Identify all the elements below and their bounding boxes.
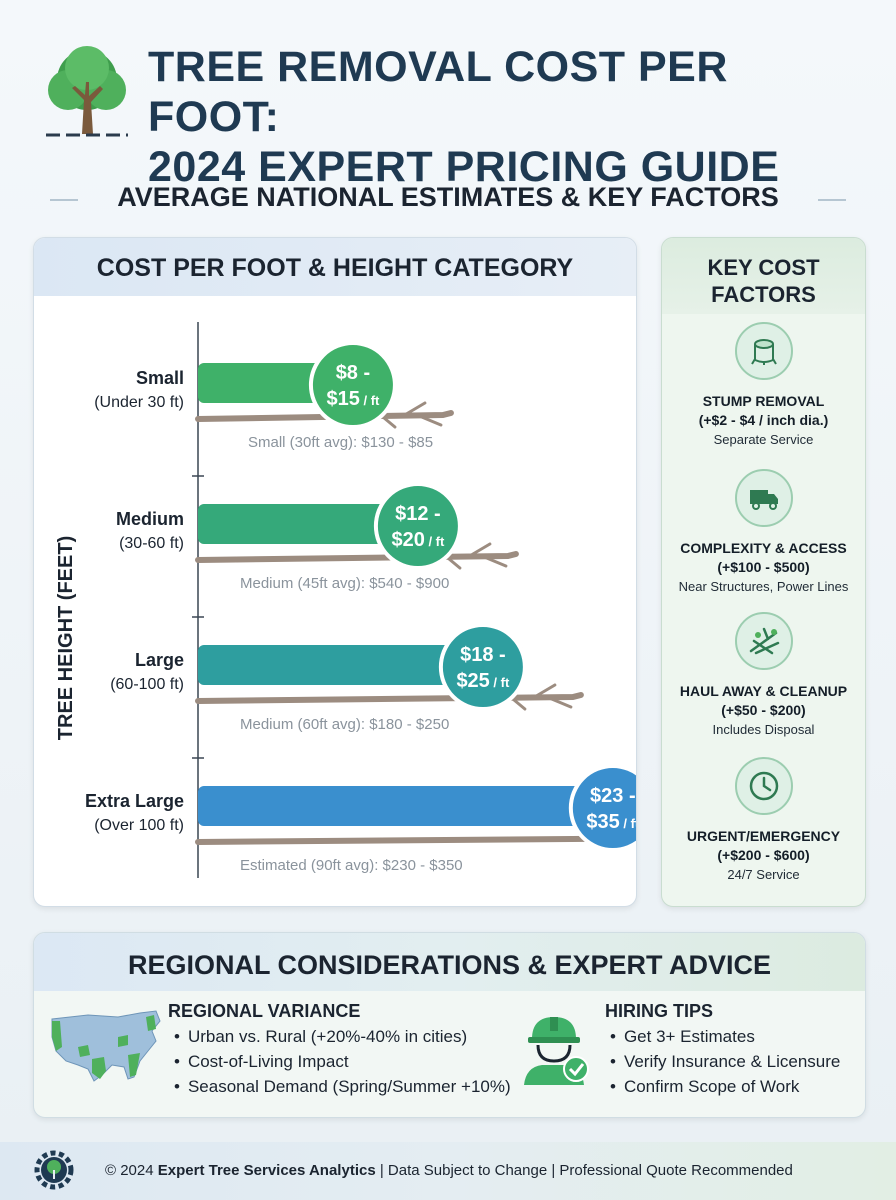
truck-icon: [734, 469, 793, 527]
hiring-tips-list: Get 3+ Estimates Verify Insurance & Lice…: [610, 1024, 840, 1099]
factor-name: HAUL AWAY & CLEANUP: [679, 683, 848, 699]
factor-complexity-access: COMPLEXITY & ACCESS (+$100 - $500) Near …: [662, 469, 865, 594]
tree-logo-icon: [46, 46, 128, 137]
factor-cost: (+$50 - $200): [721, 702, 806, 718]
value-badge: [373, 482, 462, 570]
factor-name: COMPLEXITY & ACCESS: [680, 540, 847, 556]
chart-panel: COST PER FOOT & HEIGHT CATEGORY TREE HEI…: [33, 237, 637, 907]
value-badge: [308, 341, 397, 429]
branch-decoration: [195, 551, 519, 563]
estimate-caption: Medium (60ft avg): $180 - $250: [240, 716, 449, 733]
footer-text: © 2024 Expert Tree Services Analytics | …: [105, 1162, 793, 1179]
value-label-bottom: $25 / ft: [456, 670, 510, 692]
category-range-label: (30-60 ft): [119, 535, 184, 552]
footer-prefix: © 2024: [105, 1162, 158, 1179]
category-label: Small: [136, 368, 184, 388]
branch-decoration: [195, 410, 454, 422]
regional-title: REGIONAL CONSIDERATIONS & EXPERT ADVICE: [127, 950, 772, 980]
value-unit: / ft: [425, 534, 445, 549]
footer-suffix: | Data Subject to Change | Professional …: [375, 1162, 793, 1179]
branch-twigs: [446, 542, 508, 570]
value-badge: [438, 623, 527, 711]
factor-cost: (+$200 - $600): [717, 847, 810, 863]
worker-hardhat-icon: [524, 1017, 589, 1085]
value-label-top: $18 -: [460, 644, 506, 666]
chart-header: [34, 238, 636, 296]
factors-title: KEY COST FACTORS: [707, 255, 820, 307]
page-title: TREE REMOVAL COST PER FOOT: 2024 EXPERT …: [148, 42, 868, 192]
bar: [198, 786, 636, 826]
factor-note: Includes Disposal: [712, 722, 815, 737]
value-label-bottom: $15 / ft: [326, 388, 380, 410]
list-item: Cost-of-Living Impact: [174, 1049, 511, 1074]
branch-decoration: [195, 835, 636, 845]
clock-icon: [734, 757, 793, 815]
list-item: Seasonal Demand (Spring/Summer +10%): [174, 1074, 511, 1099]
value-unit: / ft: [620, 816, 636, 831]
y-axis-label: TREE HEIGHT (FEET): [55, 536, 77, 740]
factor-name: URGENT/EMERGENCY: [686, 828, 841, 844]
value-label-bottom: $35 / ft: [586, 811, 636, 833]
stump-icon: [734, 322, 793, 380]
category-range-label: (Over 100 ft): [94, 817, 184, 834]
list-item: Get 3+ Estimates: [610, 1024, 840, 1049]
factor-name: STUMP REMOVAL: [702, 393, 825, 409]
category-label: Large: [135, 650, 184, 670]
category-range-label: (60-100 ft): [110, 676, 184, 693]
value-label-top: $8 -: [336, 362, 370, 384]
value-badge: [568, 764, 636, 852]
list-item: Confirm Scope of Work: [610, 1074, 840, 1099]
value-label-top: $12 -: [395, 503, 441, 525]
branch-twigs: [381, 401, 443, 429]
title-line-1: TREE REMOVAL COST PER FOOT:: [148, 43, 728, 141]
category-label: Extra Large: [85, 791, 184, 811]
footer-brand: Expert Tree Services Analytics: [157, 1162, 376, 1179]
factors-header: [662, 238, 865, 314]
divider-left: [50, 199, 78, 201]
usa-map-icon: [51, 1010, 161, 1082]
regional-panel: REGIONAL CONSIDERATIONS & EXPERT ADVICE …: [33, 932, 866, 1118]
list-item: Verify Insurance & Licensure: [610, 1049, 840, 1074]
list-item: Urban vs. Rural (+20%-40% in cities): [174, 1024, 511, 1049]
category-range-label: (Under 30 ft): [94, 394, 184, 411]
factor-stump-removal: STUMP REMOVAL (+$2 - $4 / inch dia.) Sep…: [662, 322, 865, 447]
branches-icon: [734, 612, 793, 670]
divider-right: [818, 199, 846, 201]
factor-cost: (+$100 - $500): [717, 559, 810, 575]
factor-urgent-emergency: URGENT/EMERGENCY (+$200 - $600) 24/7 Ser…: [662, 757, 865, 882]
estimate-caption: Medium (45ft avg): $540 - $900: [240, 575, 449, 592]
branch-twigs: [511, 683, 573, 711]
factor-haul-away: HAUL AWAY & CLEANUP (+$50 - $200) Includ…: [662, 612, 865, 737]
title-line-2: 2024 EXPERT PRICING GUIDE: [148, 143, 780, 191]
factor-cost: (+$2 - $4 / inch dia.): [698, 412, 829, 428]
value-label-bottom: $20 / ft: [391, 529, 445, 551]
hiring-tips-title: HIRING TIPS: [605, 1001, 714, 1021]
regional-variance-title: REGIONAL VARIANCE: [168, 1001, 361, 1021]
estimate-caption: Small (30ft avg): $130 - $85: [248, 434, 433, 451]
branch-decoration: [195, 692, 584, 704]
factor-note: 24/7 Service: [727, 867, 800, 882]
factors-panel: KEY COST FACTORS STUMP REMOVAL (+$2 - $4…: [661, 237, 866, 907]
regional-header: [34, 933, 865, 991]
value-label-top: $23 -: [590, 785, 636, 807]
regional-variance-list: Urban vs. Rural (+20%-40% in cities) Cos…: [174, 1024, 511, 1099]
estimate-caption: Estimated (90ft avg): $230 - $350: [240, 857, 463, 874]
cost-chart: TREE HEIGHT (FEET) Small (Under 30 ft) $8 -…: [55, 322, 636, 878]
page-subtitle: AVERAGE NATIONAL ESTIMATES & KEY FACTORS: [117, 182, 779, 212]
factor-note: Near Structures, Power Lines: [678, 579, 849, 594]
footer-bar: [0, 1142, 896, 1200]
gear-tree-logo-icon: [34, 1150, 74, 1190]
value-unit: / ft: [490, 675, 510, 690]
factor-note: Separate Service: [713, 432, 814, 447]
value-unit: / ft: [360, 393, 380, 408]
chart-title: COST PER FOOT & HEIGHT CATEGORY: [96, 254, 574, 282]
category-label: Medium: [116, 509, 184, 529]
